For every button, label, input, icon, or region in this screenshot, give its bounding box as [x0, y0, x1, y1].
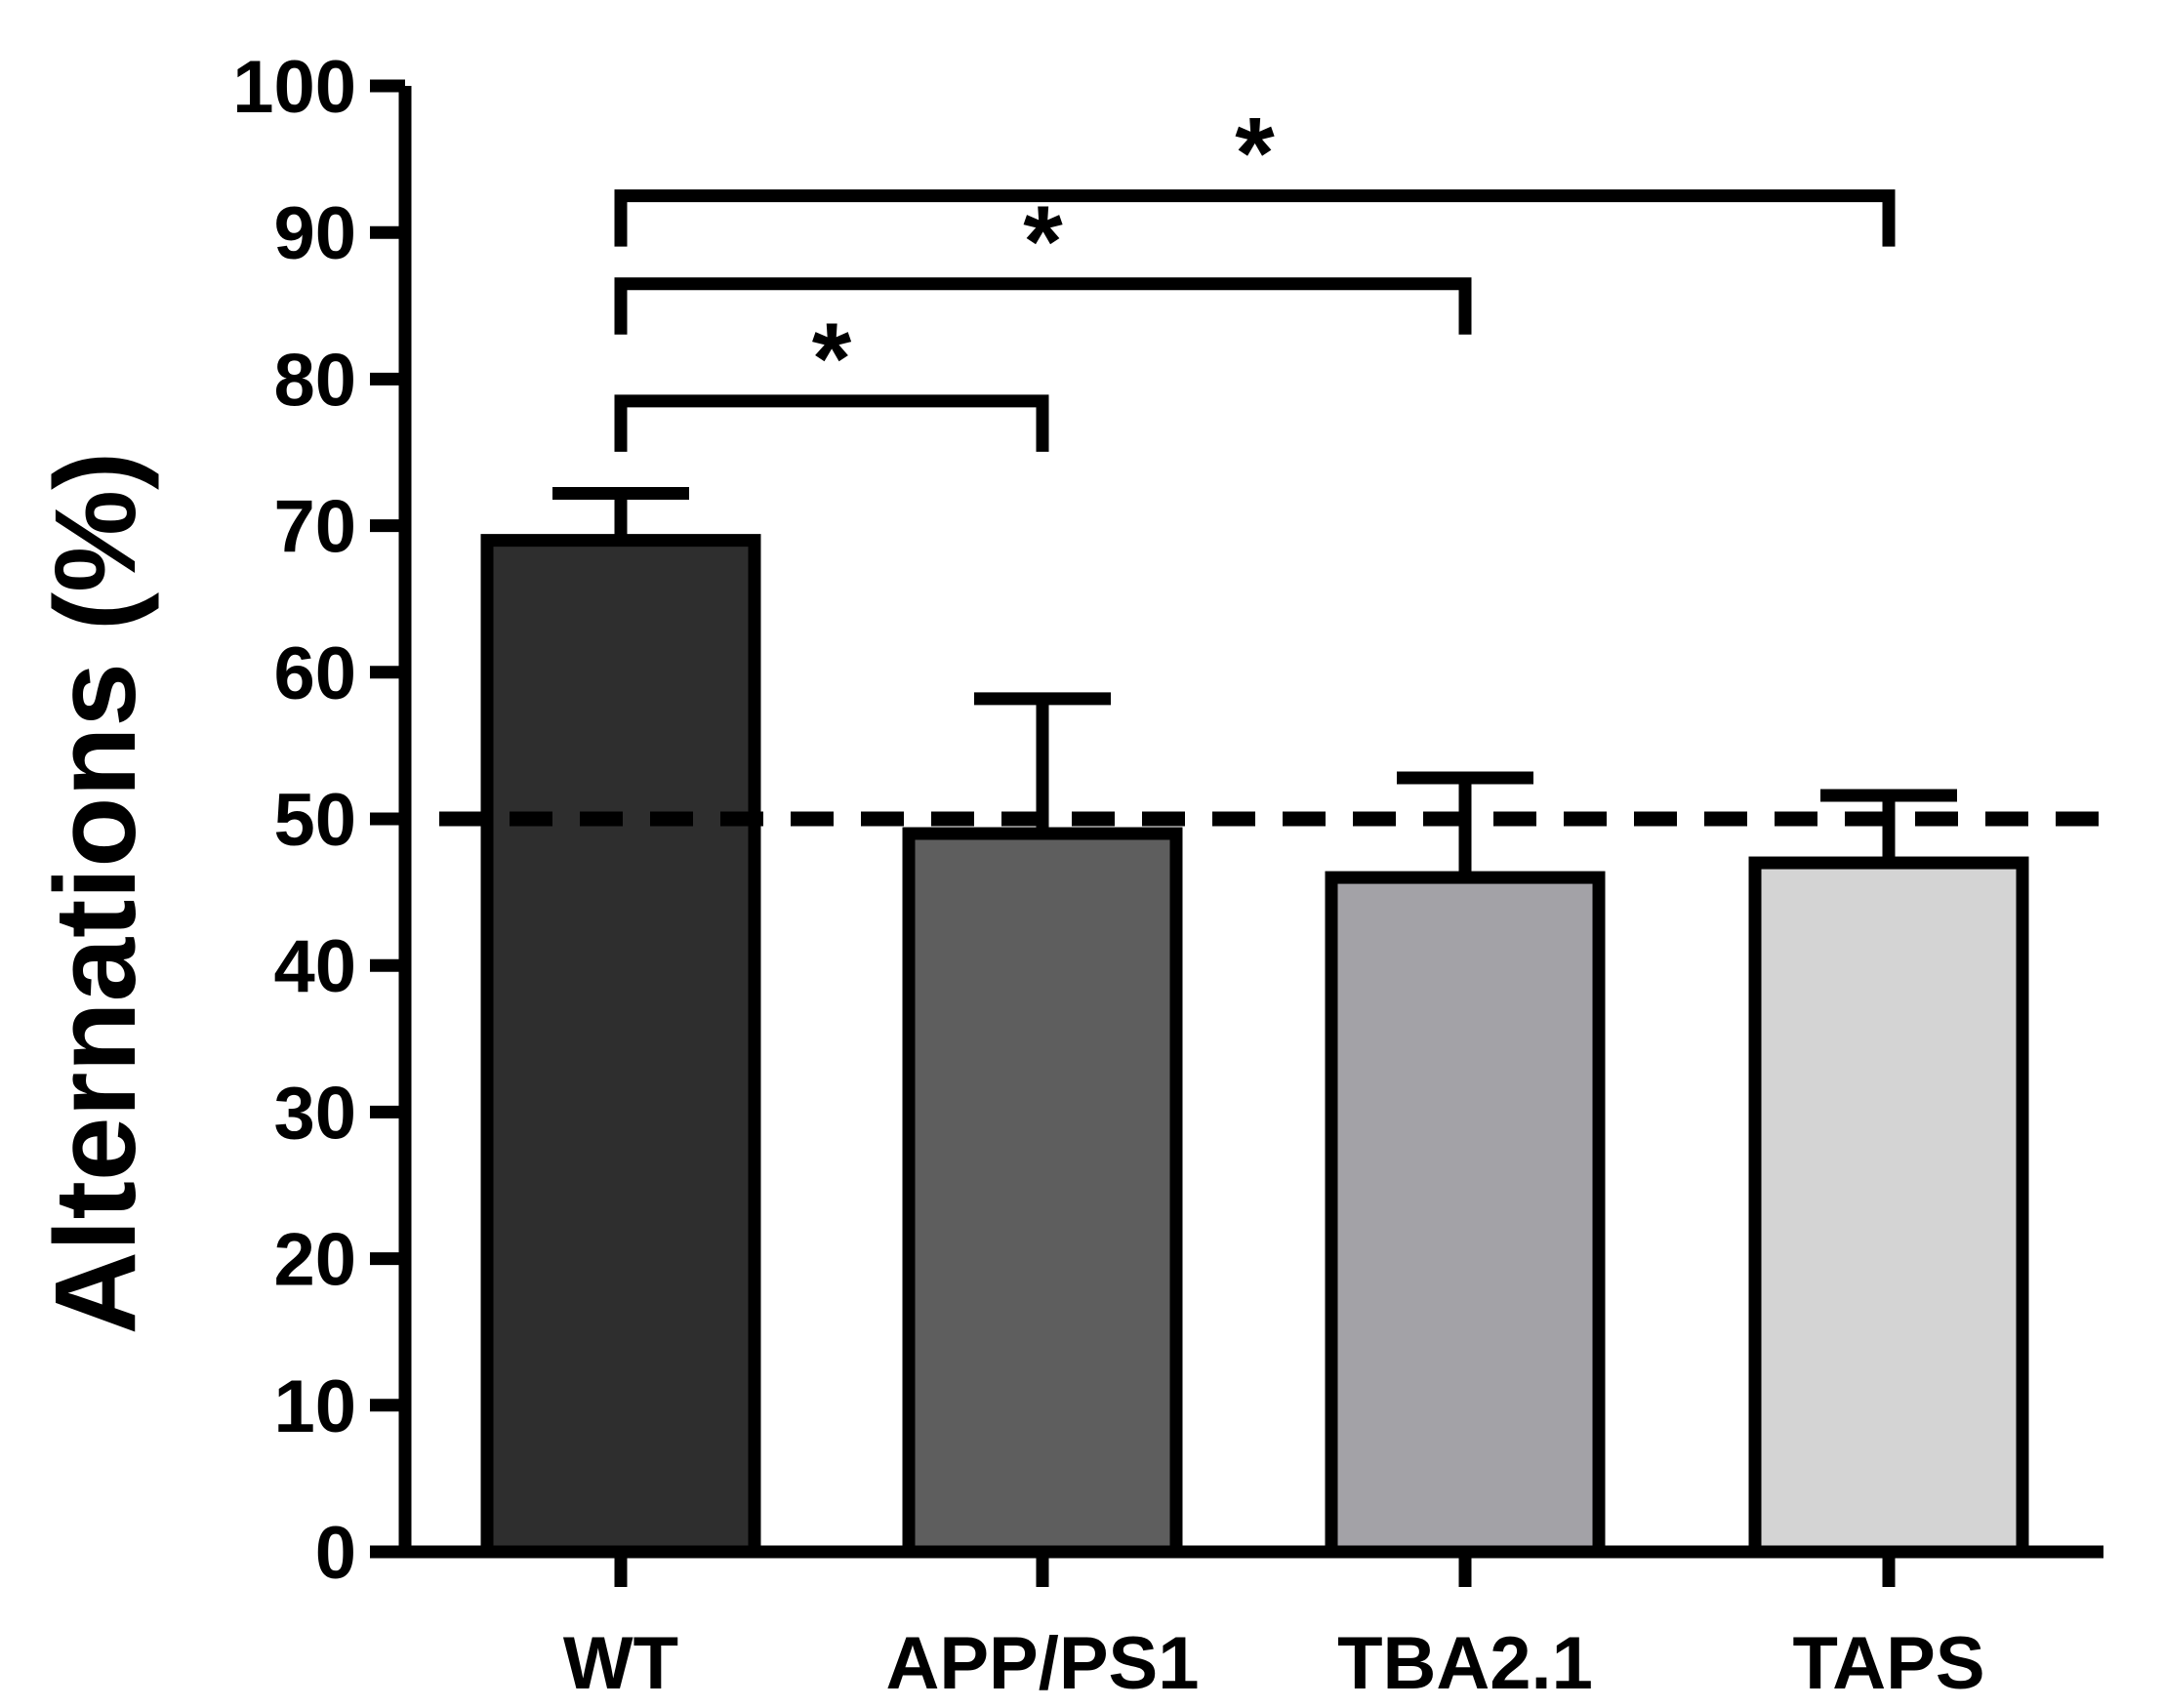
bar-wt — [480, 534, 761, 1559]
y-tick-label: 100 — [232, 46, 356, 129]
y-tick-label: 50 — [273, 779, 356, 862]
category-label: TAPS — [1792, 1622, 1984, 1705]
axes — [398, 86, 2103, 1587]
y-tick-label: 80 — [273, 339, 356, 422]
y-tick-label: 30 — [273, 1072, 356, 1155]
bar-tba2-1 — [1325, 871, 1606, 1559]
category-label: TBA2.1 — [1337, 1622, 1593, 1705]
significance-brackets: * * * — [614, 98, 1896, 452]
y-tick-label: 10 — [273, 1365, 356, 1448]
error-bars — [552, 487, 1957, 878]
bars — [480, 534, 2029, 1559]
y-tick-label: 40 — [273, 925, 356, 1008]
y-tick-label: 60 — [273, 632, 356, 715]
y-axis-ticks: 0 10 20 30 40 50 60 70 80 90 100 — [232, 46, 405, 1595]
significance-bracket — [614, 189, 1896, 247]
y-tick-label: 70 — [273, 486, 356, 569]
significance-star: * — [1023, 185, 1063, 299]
bar-taps — [1748, 856, 2029, 1559]
significance-bracket — [614, 277, 1472, 335]
significance-star: * — [812, 303, 852, 416]
category-label: WT — [563, 1622, 678, 1705]
y-tick-label: 90 — [273, 192, 356, 275]
category-label: APP/PS1 — [885, 1622, 1199, 1705]
y-tick-label: 0 — [315, 1512, 356, 1595]
y-axis-title: Alternations (%) — [31, 452, 160, 1335]
significance-bracket — [614, 394, 1049, 452]
significance-star: * — [1235, 98, 1275, 211]
bar-app-ps1 — [902, 827, 1183, 1559]
category-labels: WT APP/PS1 TBA2.1 TAPS — [563, 1622, 1985, 1705]
y-tick-label: 20 — [273, 1219, 356, 1302]
